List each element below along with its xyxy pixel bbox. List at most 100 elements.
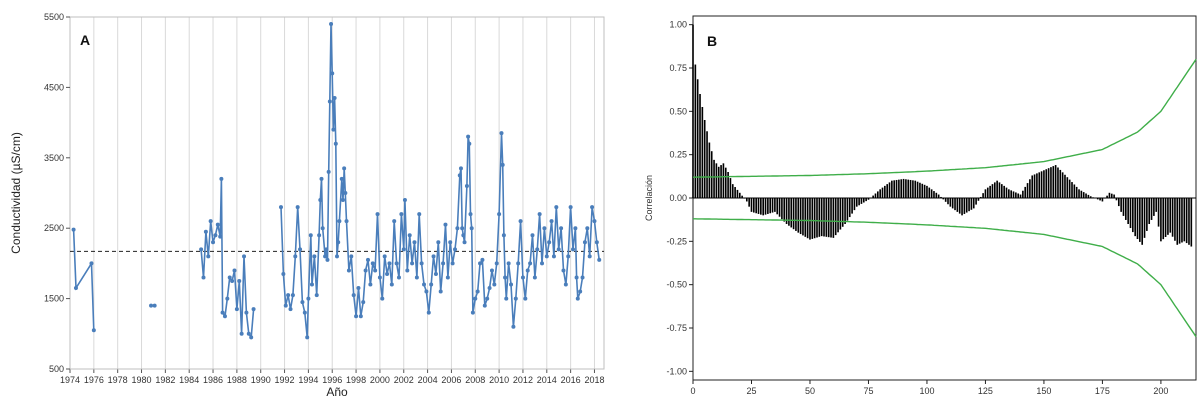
acf-bar xyxy=(1106,195,1108,198)
acf-bar xyxy=(1153,198,1155,216)
acf-bar xyxy=(926,185,928,198)
x-tick-label: 1988 xyxy=(227,375,247,385)
y-tick-label: 0.75 xyxy=(669,63,687,73)
data-point xyxy=(239,331,244,336)
data-point xyxy=(314,293,319,298)
acf-bar xyxy=(951,198,954,209)
acf-bar xyxy=(940,196,942,198)
acf-bar xyxy=(792,198,795,230)
acf-bar xyxy=(1029,179,1031,198)
data-point xyxy=(317,233,322,238)
data-point xyxy=(436,240,441,245)
data-point xyxy=(309,282,314,287)
data-point xyxy=(525,268,530,273)
data-point xyxy=(554,205,559,210)
data-point xyxy=(312,254,317,259)
data-point xyxy=(298,247,303,252)
data-point xyxy=(580,275,585,280)
acf-bar xyxy=(1050,167,1052,198)
acf-bar xyxy=(1160,198,1162,242)
acf-bar xyxy=(710,151,713,198)
acf-bar xyxy=(921,183,924,198)
data-point xyxy=(528,261,533,266)
y-tick-label: 1500 xyxy=(44,294,64,304)
data-point xyxy=(344,219,349,224)
data-point xyxy=(336,240,341,245)
data-point xyxy=(547,240,552,245)
y-tick-label: 3500 xyxy=(44,153,64,163)
acf-bar xyxy=(848,198,851,218)
acf-bar xyxy=(958,198,961,214)
data-point xyxy=(468,212,473,217)
data-point xyxy=(290,293,295,298)
acf-bar xyxy=(715,163,718,198)
acf-bar xyxy=(771,198,774,213)
data-point xyxy=(227,275,232,280)
acf-bar xyxy=(893,180,896,198)
acf-bar xyxy=(1096,198,1099,200)
data-point xyxy=(563,282,568,287)
acf-bar xyxy=(694,64,697,199)
x-tick-label: 2018 xyxy=(584,375,604,385)
data-point xyxy=(375,212,380,217)
y-tick-label: 4500 xyxy=(44,82,64,92)
acf-bar xyxy=(1066,177,1069,198)
acf-bar xyxy=(734,187,736,198)
acf-bar xyxy=(1108,192,1111,198)
data-point xyxy=(385,271,390,276)
y-tick-label: 500 xyxy=(49,364,64,374)
y-tick-label: -0.50 xyxy=(666,280,687,290)
acf-bar xyxy=(1101,198,1104,202)
acf-bar xyxy=(1150,198,1153,220)
acf-bar xyxy=(986,187,989,198)
acf-bar xyxy=(745,198,748,202)
acf-bar xyxy=(743,198,746,199)
y-tick-label: 0.50 xyxy=(669,106,687,116)
data-point xyxy=(342,166,347,171)
acf-bar xyxy=(1157,198,1160,227)
acf-bar xyxy=(1000,184,1003,198)
y-axis-label: Correlación xyxy=(644,175,654,221)
data-point xyxy=(540,261,545,266)
acf-bar xyxy=(757,198,760,214)
data-point xyxy=(358,314,363,319)
data-point xyxy=(450,261,455,266)
acf-bar xyxy=(802,198,804,236)
acf-bar xyxy=(1085,193,1087,198)
x-axis-label: Año xyxy=(326,385,348,399)
acf-bar xyxy=(755,198,757,214)
data-point xyxy=(306,296,311,301)
x-tick-label: 1978 xyxy=(108,375,128,385)
acf-bar xyxy=(811,198,814,239)
acf-bar xyxy=(708,142,711,198)
conductividad-series xyxy=(72,229,95,331)
data-point xyxy=(470,310,475,315)
acf-bar xyxy=(781,198,783,220)
data-point xyxy=(246,331,251,336)
data-point xyxy=(542,226,547,231)
acf-bar xyxy=(1132,198,1134,233)
acf-bar xyxy=(907,179,910,198)
acf-bar xyxy=(1174,198,1176,241)
data-point xyxy=(320,226,325,231)
y-axis-label: Conductividad (µS/cm) xyxy=(9,132,23,254)
data-point xyxy=(387,261,392,266)
data-point xyxy=(506,261,511,266)
data-point xyxy=(71,227,76,232)
data-point xyxy=(382,254,387,259)
data-point xyxy=(323,254,328,259)
acf-bar xyxy=(778,198,781,217)
data-point xyxy=(346,268,351,273)
acf-bar xyxy=(1110,193,1113,198)
acf-bar xyxy=(1061,172,1064,198)
data-point xyxy=(473,296,478,301)
data-point xyxy=(516,261,521,266)
acf-bar xyxy=(839,198,842,230)
acf-bar xyxy=(884,185,886,198)
y-tick-label: 5500 xyxy=(44,12,64,22)
data-point xyxy=(91,328,96,333)
acf-bar xyxy=(1036,173,1038,198)
acf-bar xyxy=(993,182,996,198)
acf-bar xyxy=(790,198,793,228)
data-point xyxy=(455,226,460,231)
